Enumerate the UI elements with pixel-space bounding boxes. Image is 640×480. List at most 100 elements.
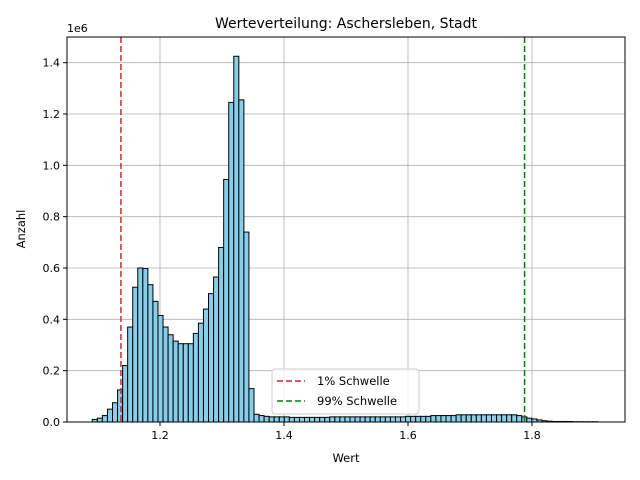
grid-lines [67, 37, 625, 423]
histogram-bar [455, 414, 462, 423]
histogram-bar [208, 293, 215, 423]
histogram-bar [122, 365, 129, 423]
histogram-bar [96, 417, 103, 423]
histogram-bar [349, 416, 356, 423]
histogram-bar [475, 414, 482, 423]
legend-label-1-percent: 1% Schwelle [317, 374, 390, 388]
histogram-bar [445, 415, 452, 423]
y-tick-label: 1.2 [43, 108, 61, 121]
histogram-bar [192, 332, 199, 423]
y-axis-ticks: 0.0 0.2 0.4 0.6 0.8 1.0 1.2 1.4 [43, 57, 67, 429]
histogram-bar [248, 388, 255, 423]
y-tick-label: 0.8 [43, 211, 61, 224]
histogram-bar [480, 414, 487, 423]
histogram-bar [309, 416, 316, 423]
histogram-bar [213, 276, 220, 423]
histogram-bar [359, 416, 366, 423]
histogram-bar [233, 55, 240, 423]
y-tick-label: 0.4 [43, 313, 61, 326]
y-tick-label: 1.0 [43, 159, 61, 172]
histogram-bar [465, 414, 472, 423]
histogram-bar [228, 101, 235, 423]
histogram-bar [258, 415, 265, 423]
y-tick-label: 0.2 [43, 365, 61, 378]
histogram-bar [263, 415, 270, 423]
histogram-bar [187, 343, 194, 423]
histogram-bar [319, 416, 326, 423]
histogram-bar [400, 416, 407, 423]
histogram-bar [415, 415, 422, 423]
histogram-bar [354, 416, 361, 423]
histogram-bar [152, 300, 159, 423]
histogram-bar [132, 286, 139, 423]
x-tick-label: 1.4 [275, 429, 293, 442]
histogram-bar [440, 415, 447, 423]
histogram-bar [485, 414, 492, 423]
histogram-bar [147, 284, 154, 423]
histogram-bar [197, 322, 204, 423]
histogram-bar [374, 416, 381, 423]
y-axis-scale-label: 1e6 [67, 22, 88, 35]
histogram-bar [268, 416, 275, 423]
histogram-bar [293, 416, 300, 423]
histogram-bar [516, 415, 523, 423]
histogram-bar [304, 416, 311, 423]
histogram-bar [314, 416, 321, 423]
histogram-bar [405, 415, 412, 423]
histogram-bar [511, 414, 518, 423]
histogram-bar [218, 246, 225, 423]
threshold-lines [120, 37, 526, 422]
histogram-bar [425, 415, 432, 423]
histogram-bar [101, 415, 108, 423]
y-axis-label: Anzahl [14, 210, 28, 249]
histogram-bar [202, 308, 210, 423]
histogram-bar [490, 414, 498, 423]
histogram-bar [167, 334, 174, 423]
histogram-bar [379, 416, 386, 423]
histogram-bar [177, 343, 184, 423]
histogram-bar [223, 178, 230, 423]
histogram-bar [238, 99, 245, 423]
histogram-bar [410, 415, 417, 423]
histogram-bar [460, 414, 467, 423]
histogram-bar [253, 413, 260, 423]
legend: 1% Schwelle 99% Schwelle [271, 368, 420, 415]
histogram-bar [364, 416, 371, 423]
x-tick-label: 1.6 [399, 429, 417, 442]
histogram-bar [435, 415, 442, 423]
histogram-bar [526, 417, 533, 423]
histogram-bar [112, 402, 119, 423]
histogram-bar [450, 415, 457, 423]
plot-area-frame [66, 36, 626, 423]
histogram-bar [394, 416, 402, 423]
histogram-bar [288, 416, 295, 423]
histogram-bar [334, 416, 341, 423]
histogram-bar [127, 326, 134, 423]
histogram-bar [157, 314, 164, 423]
histogram-bar [117, 389, 124, 423]
histogram-bar [501, 414, 508, 423]
legend-label-99-percent: 99% Schwelle [317, 394, 397, 408]
histogram-bar [283, 416, 290, 423]
histogram-bar [384, 416, 391, 423]
histogram-bar [506, 414, 513, 423]
legend-frame [271, 368, 420, 415]
histogram-bar [420, 415, 427, 423]
histogram-bar [470, 414, 477, 423]
histogram-bar [339, 416, 346, 423]
histogram-bar [172, 340, 179, 423]
x-tick-label: 1.2 [151, 429, 169, 442]
histogram-bar [142, 268, 149, 423]
histogram-bar [106, 408, 114, 423]
histogram-bar [162, 326, 169, 423]
histogram-bar [389, 416, 396, 423]
histogram-bar [273, 416, 280, 423]
histogram-bar [344, 416, 351, 423]
y-tick-label: 0.6 [43, 262, 61, 275]
x-tick-label: 1.8 [523, 429, 541, 442]
histogram-bar [137, 267, 144, 423]
y-tick-label: 1.4 [43, 57, 61, 70]
histogram-bar [369, 416, 376, 423]
x-axis-ticks: 1.2 1.4 1.6 1.8 [151, 422, 541, 442]
